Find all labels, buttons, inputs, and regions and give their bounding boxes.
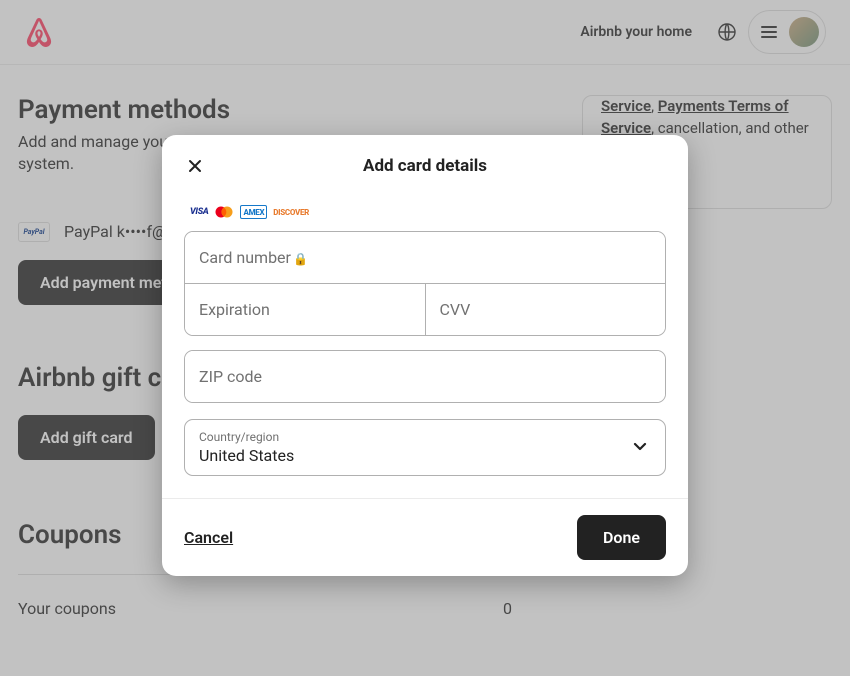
zip-group: ZIP code (184, 350, 666, 403)
country-select[interactable]: Country/region United States (184, 419, 666, 476)
amex-icon: AMEX (240, 205, 267, 219)
chevron-down-icon (631, 437, 649, 459)
cancel-button[interactable]: Cancel (184, 528, 233, 547)
close-icon[interactable] (184, 155, 206, 177)
card-number-input[interactable]: Card number🔒 (185, 232, 665, 283)
cvv-input[interactable]: CVV (426, 284, 666, 335)
country-value: United States (199, 446, 651, 465)
card-number-label: Card number (199, 248, 291, 267)
lock-icon: 🔒 (293, 252, 308, 266)
modal-header: Add card details (162, 135, 688, 197)
add-card-modal: Add card details VISA AMEX DISCOVER Card… (162, 135, 688, 576)
mastercard-icon (214, 205, 234, 219)
modal-footer: Cancel Done (162, 498, 688, 576)
expiration-input[interactable]: Expiration (185, 284, 426, 335)
done-button[interactable]: Done (577, 515, 666, 560)
visa-icon: VISA (190, 205, 208, 219)
card-fields-group: Card number🔒 Expiration CVV (184, 231, 666, 336)
discover-icon: DISCOVER (273, 205, 309, 219)
country-label: Country/region (199, 430, 651, 444)
zip-input[interactable]: ZIP code (185, 351, 665, 402)
modal-title: Add card details (363, 156, 487, 176)
card-brand-row: VISA AMEX DISCOVER (190, 205, 666, 219)
